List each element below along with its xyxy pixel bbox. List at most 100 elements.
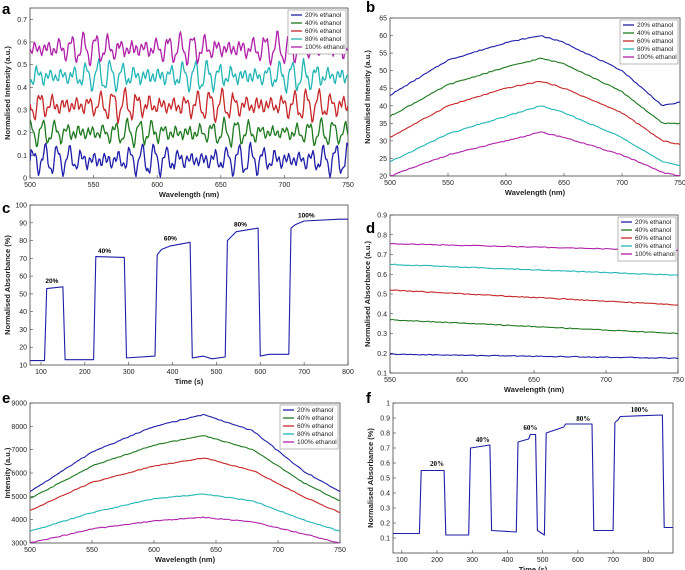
x-axis-label-d: Wavelength (nm): [504, 385, 565, 394]
x-tick-label: 700: [279, 182, 291, 189]
panel-f: f 100 200 300 400 500 600 700 800 0.1 0.2 0.3 0.4 0.5…: [366, 390, 674, 570]
annotation-label: 40%: [98, 248, 111, 255]
y-tick-label: 40: [19, 309, 27, 316]
x-tick-label: 700: [616, 180, 628, 187]
annotation-label: 80%: [576, 415, 590, 423]
y-tick-label: 6000: [11, 471, 27, 478]
x-tick-label: 500: [24, 547, 36, 554]
y-tick-label: 10: [19, 363, 27, 370]
y-tick-label: 0.4: [377, 311, 387, 318]
legend-entry: 80% ethanol: [297, 431, 334, 438]
y-tick-label: 0.9: [380, 416, 390, 423]
panel-label-a: a: [2, 1, 11, 18]
annotation-label: 100%: [298, 212, 315, 219]
series-line-100-ethanol: [390, 131, 680, 176]
legend-entry: 60% ethanol: [635, 235, 672, 242]
y-tick-label: 50: [19, 291, 27, 298]
y-axis-label-e: Intensity (a.u.): [3, 447, 12, 498]
legend-entry: 40% ethanol: [635, 227, 672, 234]
series-line-40-ethanol: [30, 435, 340, 502]
annotation-label: 80%: [234, 221, 247, 228]
y-tick-label: 8000: [11, 424, 27, 431]
x-tick-label: 600: [254, 369, 266, 376]
x-tick-label: 600: [148, 547, 160, 554]
x-tick-label: 650: [215, 182, 227, 189]
annotation-label: 20%: [430, 460, 444, 468]
legend-entry: 20% ethanol: [637, 22, 674, 29]
legend-entry: 100% ethanol: [637, 54, 677, 61]
series-group-b: [390, 35, 680, 176]
x-tick-label: 750: [672, 377, 684, 384]
y-tick-label: 0.6: [17, 40, 27, 47]
series-line-transient: [30, 218, 348, 362]
series-line-20-ethanol: [390, 353, 678, 360]
panel-label-e: e: [2, 390, 10, 407]
x-tick-label: 650: [558, 180, 570, 187]
x-tick-label: 700: [607, 557, 619, 564]
y-tick-label: 0.6: [377, 272, 387, 279]
y-tick-label: 5000: [11, 494, 27, 501]
x-tick-label: 600: [151, 182, 163, 189]
y-tick-label: 0.7: [380, 446, 390, 453]
x-tick-label: 550: [86, 547, 98, 554]
series-line-transient: [393, 414, 673, 536]
series-line-80-ethanol: [390, 263, 678, 277]
y-tick-label: 0.9: [377, 213, 387, 220]
y-tick-label: 3000: [11, 541, 27, 548]
legend-entry: 40% ethanol: [637, 30, 674, 37]
series-group-a: [30, 30, 348, 178]
x-tick-label: 700: [298, 369, 310, 376]
plot-area-f: [392, 402, 674, 554]
y-tick-label: 30: [19, 327, 27, 334]
y-tick-label: 7000: [11, 447, 27, 454]
y-axis-label-c: Normalised Absorbance (%): [3, 235, 12, 335]
panel-label-f: f: [366, 390, 372, 407]
annotation-label: 40%: [476, 436, 490, 444]
panel-label-b: b: [366, 0, 375, 16]
panel-c: c 100 200 300 400 500 600 700 800 10 20 30 40 50 60 70 8…: [2, 200, 354, 386]
x-tick-label: 550: [88, 182, 100, 189]
x-tick-label: 500: [211, 369, 223, 376]
x-tick-label: 650: [210, 547, 222, 554]
y-tick-label: 80: [19, 238, 27, 245]
series-group-e: [30, 413, 340, 543]
x-tick-label: 400: [502, 557, 514, 564]
x-tick-label: 300: [466, 557, 478, 564]
legend-entry: 80% ethanol: [635, 243, 672, 250]
series-line-60-ethanol: [390, 289, 678, 306]
x-tick-label: 400: [167, 369, 179, 376]
legend-entry: 60% ethanol: [305, 28, 342, 35]
y-tick-label: 4000: [11, 517, 27, 524]
x-tick-label: 500: [24, 182, 36, 189]
series-line-60-ethanol: [390, 80, 680, 146]
legend-entry: 80% ethanol: [637, 46, 674, 53]
x-tick-label: 700: [600, 377, 612, 384]
x-tick-label: 500: [384, 180, 396, 187]
y-tick-label: 0.2: [17, 130, 27, 137]
y-tick-label: 0.8: [377, 232, 387, 239]
y-axis-label-d: Normalised Absorbance (a.u.): [363, 241, 372, 347]
y-tick-label: 0.7: [377, 252, 387, 259]
y-tick-label: 20: [19, 345, 27, 352]
panel-b: b 500 550 600 650 700 750 20 25 30 35 40 45 50 55 60 65 W…: [363, 0, 685, 197]
x-tick-label: 600: [500, 180, 512, 187]
legend-entry: 20% ethanol: [635, 219, 672, 226]
x-axis-label-c: Time (s): [175, 377, 204, 386]
panel-d: d 550 600 650 700 750 0.1 0.2 0.3 0.4 0.5 0.6 0.7 0.8…: [363, 213, 684, 395]
x-tick-label: 100: [35, 369, 47, 376]
y-tick-label: 60: [379, 33, 387, 40]
y-tick-label: 65: [379, 16, 387, 23]
x-tick-label: 100: [396, 557, 408, 564]
annotation-label: 60%: [523, 424, 537, 432]
plot-area-c: [29, 204, 349, 366]
y-tick-label: 0.5: [17, 62, 27, 69]
x-axis-label-f: Time (s): [519, 565, 548, 570]
legend-entry: 40% ethanol: [297, 415, 334, 422]
series-group-f: [393, 414, 673, 536]
series-line-100-ethanol: [30, 516, 340, 543]
series-line-40-ethanol: [390, 318, 678, 335]
y-axis-label-a: Normalised Intensity (a.u.): [3, 46, 12, 140]
